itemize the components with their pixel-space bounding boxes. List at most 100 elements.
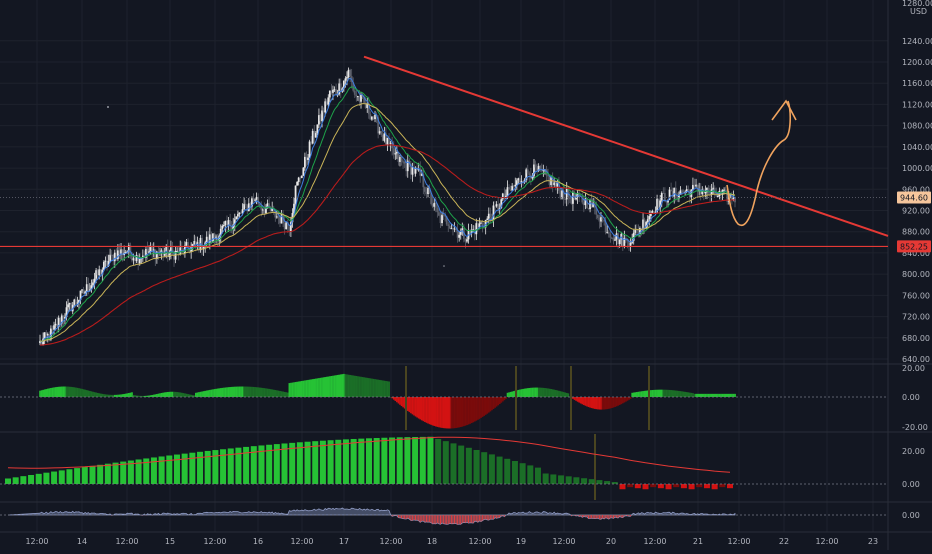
candle-body (657, 198, 660, 209)
momentum-bar (556, 390, 559, 397)
candle-body (330, 90, 333, 93)
momentum-bar (196, 392, 199, 397)
candle-body (570, 198, 573, 204)
candle-body (135, 254, 138, 262)
candle-body (508, 187, 510, 190)
momentum-bar (542, 387, 545, 397)
candle-body (271, 208, 274, 212)
momentum-bar (660, 389, 663, 397)
momentum-bar (124, 393, 127, 397)
candle-body (311, 130, 314, 144)
candle-body (649, 213, 652, 217)
candle-body (369, 114, 372, 120)
momentum-bar (346, 374, 348, 397)
momentum-bar (160, 392, 163, 397)
time-axis-label: 12:00 (290, 537, 313, 546)
momentum-axis-tick: -20.00 (902, 423, 928, 432)
price-axis-tick: 680.00 (902, 334, 930, 343)
candle-body (495, 204, 498, 207)
momentum-bar (171, 391, 174, 397)
candle-body (120, 249, 122, 254)
candle-body (238, 212, 241, 215)
projection-path[interactable] (726, 100, 791, 227)
candle-body (65, 307, 68, 318)
candle-body (534, 164, 537, 168)
candle-body (567, 188, 570, 198)
momentum-bar (56, 386, 59, 397)
momentum-bar (145, 395, 147, 397)
trend-bar (227, 448, 234, 484)
momentum-bar (319, 377, 322, 397)
candle-body (475, 223, 478, 235)
candle-body (484, 219, 487, 228)
candle-body (115, 252, 118, 260)
candle-body (356, 96, 359, 98)
candle-body (425, 191, 428, 194)
trend-bar (550, 474, 557, 484)
momentum-bar (595, 397, 598, 410)
candle-body (62, 315, 65, 319)
momentum-bar (361, 377, 364, 397)
candle-body (397, 152, 400, 162)
time-axis-label: 12:00 (643, 537, 666, 546)
trend-bar (496, 456, 503, 484)
candle-body (96, 270, 99, 276)
candle-body (464, 238, 467, 242)
trend-bar (258, 445, 265, 484)
momentum-bar (132, 394, 135, 397)
candle-body (615, 233, 618, 240)
momentum-bar (291, 382, 294, 397)
resistance-trendline[interactable] (363, 55, 889, 237)
momentum-bar (333, 375, 336, 397)
momentum-bar (93, 392, 96, 397)
momentum-bar (229, 387, 232, 397)
momentum-bar (402, 397, 404, 408)
candle-body (101, 269, 104, 275)
candle-body (333, 89, 336, 91)
candle-body (558, 182, 560, 191)
momentum-bar (706, 393, 708, 397)
momentum-bar (439, 397, 442, 428)
momentum-bar (645, 390, 648, 397)
candle-body (85, 284, 88, 292)
candle-body (724, 189, 727, 191)
candle-body (237, 214, 239, 217)
momentum-bar (530, 387, 532, 397)
momentum-bar (500, 397, 503, 403)
momentum-bar (477, 397, 479, 420)
candles-group (39, 67, 736, 346)
momentum-bar (629, 397, 632, 399)
momentum-bar (260, 387, 263, 397)
candle-body (660, 192, 663, 201)
candle-body (643, 219, 646, 228)
candle-body (193, 241, 196, 245)
trend-bar (74, 468, 81, 484)
momentum-bar (684, 391, 687, 397)
candle-body (374, 114, 376, 120)
momentum-bar (704, 393, 707, 397)
projection-arrowhead (771, 99, 797, 121)
candle-body (185, 242, 188, 246)
momentum-bar (576, 397, 579, 402)
candle-body (522, 181, 524, 183)
momentum-bar (620, 397, 623, 405)
momentum-bar (128, 393, 130, 397)
candle-body (587, 208, 590, 210)
momentum-bar (554, 390, 557, 397)
candle-body (403, 161, 406, 164)
candle-body (634, 229, 637, 233)
momentum-bar (509, 391, 512, 397)
momentum-bar (584, 397, 587, 406)
trend-bar (296, 442, 303, 484)
momentum-bar (363, 377, 366, 397)
momentum-bar (709, 393, 711, 397)
candle-body (519, 178, 521, 183)
momentum-bar (195, 392, 197, 397)
candle-body (378, 131, 381, 134)
momentum-bar (142, 395, 144, 397)
momentum-bar (368, 378, 370, 397)
trend-bar (181, 453, 188, 484)
candle-body (277, 216, 280, 218)
